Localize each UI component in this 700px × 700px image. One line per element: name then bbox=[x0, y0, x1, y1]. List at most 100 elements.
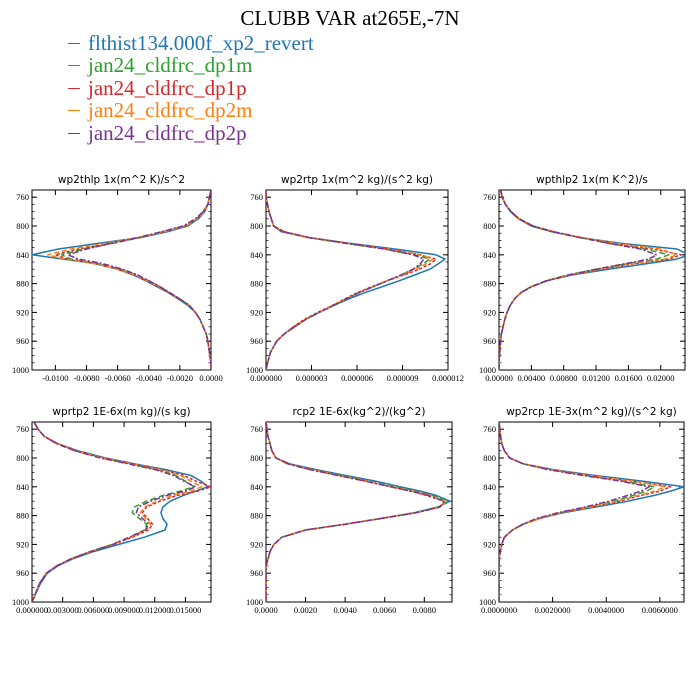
x-tick-label: 0.006000 bbox=[77, 605, 109, 615]
series-line bbox=[499, 190, 670, 370]
legend-label: jan24_cldfrc_dp2m bbox=[88, 98, 253, 123]
series-line bbox=[54, 190, 211, 370]
y-tick-label: 1000 bbox=[12, 597, 29, 607]
y-tick-label: 760 bbox=[16, 192, 29, 202]
y-tick-label: 880 bbox=[483, 511, 496, 521]
series-group bbox=[32, 190, 211, 370]
series-group bbox=[266, 422, 451, 602]
series-line bbox=[499, 190, 658, 370]
series-group bbox=[499, 422, 684, 602]
legend-line-swatch bbox=[68, 42, 80, 44]
series-line bbox=[32, 422, 197, 602]
series-line bbox=[266, 190, 431, 370]
x-tick-label: -0.0060 bbox=[104, 373, 130, 383]
x-tick-label: 0.00400 bbox=[518, 373, 546, 383]
y-tick-label: 840 bbox=[16, 250, 29, 260]
legend-item: flthist134.000f_xp2_revert bbox=[68, 31, 314, 55]
legend-label: jan24_cldfrc_dp1m bbox=[88, 53, 253, 78]
chart-panel-2: wp2rtp 1x(m^2 kg)/(s^2 kg) 760 800 840 880 92… bbox=[246, 174, 464, 383]
x-tick-label: 0.000012 bbox=[432, 373, 464, 383]
x-tick-label: 0.0080 bbox=[413, 605, 436, 615]
y-tick-label: 960 bbox=[250, 568, 263, 578]
y-tick-label: 840 bbox=[483, 482, 496, 492]
y-tick-label: 840 bbox=[250, 482, 263, 492]
y-tick-label: 920 bbox=[250, 307, 263, 317]
x-tick-label: 0.000000 bbox=[16, 605, 48, 615]
y-tick-label: 920 bbox=[16, 307, 29, 317]
x-tick-label: -0.0040 bbox=[136, 373, 162, 383]
x-tick-label: 0.0060 bbox=[373, 605, 396, 615]
x-tick-label: 0.000000 bbox=[250, 373, 282, 383]
legend-item: jan24_cldfrc_dp2m bbox=[68, 98, 314, 123]
series-line bbox=[32, 422, 195, 602]
x-tick-label: -0.0020 bbox=[167, 373, 193, 383]
series-line bbox=[499, 422, 684, 602]
x-tick-label: 0.015000 bbox=[169, 605, 201, 615]
series-group bbox=[266, 190, 446, 370]
x-tick-label: 0.0000 bbox=[199, 373, 222, 383]
y-tick-label: 960 bbox=[250, 336, 263, 346]
series-line bbox=[60, 190, 211, 370]
series-line bbox=[266, 190, 437, 370]
plot-frame bbox=[498, 189, 686, 371]
x-tick-label: -0.0080 bbox=[73, 373, 99, 383]
y-tick-label: 920 bbox=[483, 307, 496, 317]
plot-frame bbox=[265, 189, 449, 371]
x-tick-label: 0.0020 bbox=[294, 605, 317, 615]
legend-item: jan24_cldfrc_dp2p bbox=[68, 120, 314, 145]
series-line bbox=[266, 190, 425, 370]
y-tick-label: 1000 bbox=[479, 365, 496, 375]
y-tick-label: 880 bbox=[250, 511, 263, 521]
y-tick-label: 800 bbox=[483, 221, 496, 231]
x-tick-label: -0.0100 bbox=[42, 373, 68, 383]
y-tick-label: 840 bbox=[250, 250, 263, 260]
legend-label: jan24_cldfrc_dp1p bbox=[88, 75, 247, 100]
figure-title: CLUBB VAR at265E,-7N bbox=[240, 6, 460, 30]
series-line bbox=[32, 190, 211, 370]
chart-panel-6: wp2rcp 1E-3x(m^2 kg)/(s^2 kg) 760 800 840 88… bbox=[479, 406, 685, 615]
y-tick-label: 960 bbox=[16, 336, 29, 346]
y-tick-label: 760 bbox=[483, 192, 496, 202]
chart-panel-4: wprtp2 1E-6x(m kg)/(s kg) 760 800 840 880 920… bbox=[12, 406, 212, 615]
y-tick-label: 1000 bbox=[246, 597, 263, 607]
series-line bbox=[32, 422, 203, 602]
panel-title: wpthlp2 1x(m K^2)/s bbox=[536, 174, 648, 186]
y-tick-label: 920 bbox=[16, 539, 29, 549]
y-tick-label: 960 bbox=[483, 336, 496, 346]
x-tick-label: 0.01200 bbox=[582, 373, 610, 383]
series-line bbox=[46, 190, 211, 370]
y-tick-label: 840 bbox=[16, 482, 29, 492]
series-line bbox=[499, 422, 672, 602]
legend-line-swatch bbox=[68, 65, 80, 67]
panel-title: wprtp2 1E-6x(m kg)/(s kg) bbox=[52, 406, 190, 418]
x-tick-label: 0.000006 bbox=[341, 373, 373, 383]
x-tick-label: 0.012000 bbox=[139, 605, 171, 615]
x-tick-label: 0.003000 bbox=[47, 605, 79, 615]
series-line bbox=[499, 422, 656, 602]
legend-label: jan24_cldfrc_dp2p bbox=[88, 120, 247, 145]
legend-line-swatch bbox=[68, 132, 80, 134]
series-line bbox=[67, 190, 211, 370]
y-tick-label: 800 bbox=[250, 453, 263, 463]
y-tick-label: 800 bbox=[250, 221, 263, 231]
panel-title: rcp2 1E-6x(kg^2)/(kg^2) bbox=[293, 406, 426, 418]
series-group bbox=[499, 190, 685, 370]
y-tick-label: 760 bbox=[483, 424, 496, 434]
y-tick-label: 880 bbox=[16, 511, 29, 521]
legend-item: jan24_cldfrc_dp1p bbox=[68, 75, 314, 100]
x-tick-label: 0.00000 bbox=[485, 373, 513, 383]
plot-frame bbox=[265, 421, 453, 603]
y-tick-label: 1000 bbox=[479, 597, 496, 607]
y-tick-label: 840 bbox=[483, 250, 496, 260]
legend-line-swatch bbox=[68, 110, 80, 112]
x-tick-label: 0.0000 bbox=[254, 605, 277, 615]
chart-panel-1: wp2thlp 1x(m^2 K)/s^2 760 800 840 880 920 960 1… bbox=[12, 174, 223, 383]
y-tick-label: 800 bbox=[16, 453, 29, 463]
x-tick-label: 0.000003 bbox=[296, 373, 328, 383]
y-tick-label: 920 bbox=[483, 539, 496, 549]
series-group bbox=[32, 422, 211, 602]
x-tick-label: 0.0040000 bbox=[588, 605, 624, 615]
plot-frame bbox=[498, 421, 685, 603]
y-tick-label: 800 bbox=[16, 221, 29, 231]
